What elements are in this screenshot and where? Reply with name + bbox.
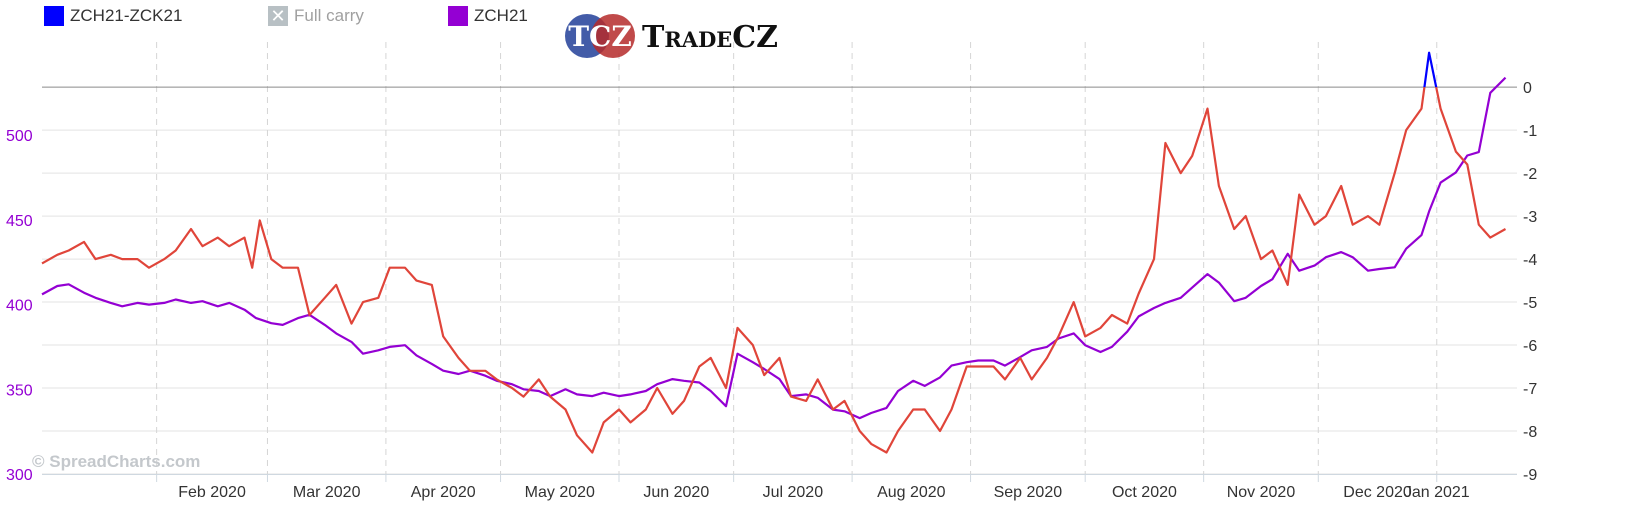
logo-name: TradeCZ xyxy=(642,20,779,55)
x-tick-label: Jan 2021 xyxy=(1404,484,1470,501)
left-axis-labels: 300 350 400 450 500 xyxy=(6,128,33,484)
logo-mark: TCZ xyxy=(568,20,632,53)
x-tick-label: May 2020 xyxy=(525,484,595,501)
logo-circles-icon: TCZ xyxy=(565,14,635,58)
x-tick-label: Dec 2020 xyxy=(1343,484,1412,501)
x-tick-label: Nov 2020 xyxy=(1227,484,1296,501)
x-tick-label: Oct 2020 xyxy=(1112,484,1177,501)
x-tick-label: Apr 2020 xyxy=(411,484,476,501)
x-axis-labels: Feb 2020 Mar 2020 Apr 2020 May 2020 Jun 2020… xyxy=(178,484,1470,501)
disabled-x-icon: ✕ xyxy=(268,6,288,26)
right-tick-label: -2 xyxy=(1523,166,1537,183)
legend: ZCH21-ZCK21 ✕ Full carry ZCH21 xyxy=(0,4,1631,28)
vertical-gridlines xyxy=(156,42,1438,482)
x-tick-label: Jun 2020 xyxy=(643,484,709,501)
right-tick-label: -4 xyxy=(1523,252,1537,269)
left-tick-label: 350 xyxy=(6,382,33,399)
legend-item-spread[interactable]: ZCH21-ZCK21 xyxy=(44,6,182,26)
right-tick-label: 0 xyxy=(1523,80,1532,97)
right-tick-label: -1 xyxy=(1523,123,1537,140)
x-tick-label: Mar 2020 xyxy=(293,484,361,501)
gridlines xyxy=(42,129,1517,475)
legend-label-spread: ZCH21-ZCK21 xyxy=(70,6,183,25)
legend-item-price[interactable]: ZCH21 xyxy=(448,6,528,26)
left-tick-label: 450 xyxy=(6,213,33,230)
right-tick-label: -8 xyxy=(1523,424,1537,441)
x-tick-label: Sep 2020 xyxy=(994,484,1063,501)
right-tick-label: -7 xyxy=(1523,381,1537,398)
x-tick-label: Feb 2020 xyxy=(178,484,246,501)
legend-label-full-carry: Full carry xyxy=(294,6,364,25)
right-tick-label: -9 xyxy=(1523,467,1537,484)
x-tick-label: Aug 2020 xyxy=(877,484,946,501)
left-tick-label: 400 xyxy=(6,298,33,315)
right-axis-labels: 0 -1 -2 -3 -4 -5 -6 -7 -8 -9 xyxy=(1523,80,1537,484)
legend-label-price: ZCH21 xyxy=(474,6,528,25)
legend-swatch-purple xyxy=(448,6,468,26)
series-line-spread-negative xyxy=(41,87,1507,454)
left-tick-label: 300 xyxy=(6,467,33,484)
legend-item-full-carry[interactable]: ✕ Full carry xyxy=(268,6,364,26)
series-layer xyxy=(41,51,1507,454)
right-tick-label: -3 xyxy=(1523,209,1537,226)
right-tick-label: -6 xyxy=(1523,338,1537,355)
series-line-spread-positive xyxy=(1423,51,1438,88)
x-tick-label: Jul 2020 xyxy=(763,484,824,501)
tradecz-logo: TCZ TradeCZ xyxy=(563,10,793,62)
legend-swatch-blue xyxy=(44,6,64,26)
left-tick-label: 500 xyxy=(6,128,33,145)
series-line-zch21 xyxy=(41,76,1507,420)
watermark: © SpreadCharts.com xyxy=(32,452,201,471)
right-tick-label: -5 xyxy=(1523,295,1537,312)
